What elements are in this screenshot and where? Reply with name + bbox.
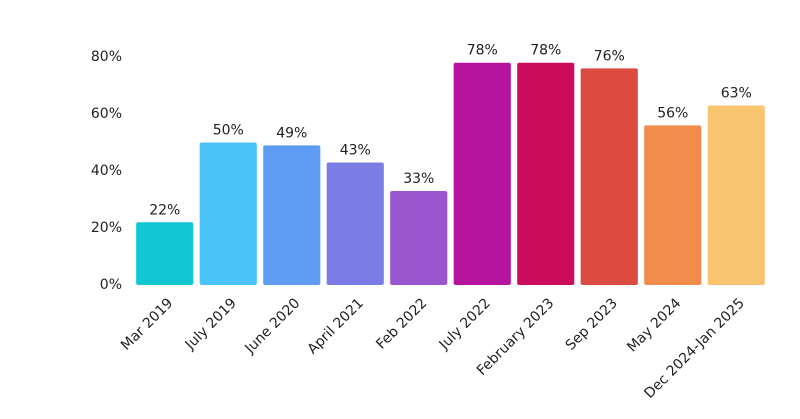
bar xyxy=(390,190,448,285)
x-tick-label: May 2024 xyxy=(624,295,684,355)
y-tick-label: 20% xyxy=(91,220,122,236)
data-label: 49% xyxy=(276,125,307,141)
data-label: 78% xyxy=(467,43,498,59)
x-tick-label: July 2019 xyxy=(182,295,240,353)
bar xyxy=(453,62,511,286)
bar xyxy=(136,222,194,285)
bar xyxy=(707,105,765,285)
bar xyxy=(326,162,384,285)
bar xyxy=(199,142,257,285)
data-label: 63% xyxy=(721,85,752,101)
bar xyxy=(580,68,638,286)
x-tick-label: July 2022 xyxy=(436,295,494,353)
x-tick-label: Feb 2022 xyxy=(373,295,430,352)
y-tick-label: 80% xyxy=(91,49,122,65)
bar xyxy=(644,125,702,286)
x-tick-label: Mar 2019 xyxy=(118,295,176,353)
data-label: 50% xyxy=(213,123,244,139)
data-label: 43% xyxy=(340,142,371,158)
y-tick-label: 40% xyxy=(91,163,122,179)
data-label: 56% xyxy=(657,105,688,121)
bar xyxy=(517,62,575,286)
x-tick-label: April 2021 xyxy=(305,295,367,357)
data-label: 78% xyxy=(530,43,561,59)
x-tick-label: June 2020 xyxy=(241,295,303,357)
y-tick-label: 0% xyxy=(100,277,122,293)
x-tick-label: Sep 2023 xyxy=(563,295,621,353)
y-tick-label: 60% xyxy=(91,106,122,122)
bar xyxy=(263,145,321,285)
data-label: 33% xyxy=(403,171,434,187)
data-label: 76% xyxy=(594,48,625,64)
data-label: 22% xyxy=(149,202,180,218)
